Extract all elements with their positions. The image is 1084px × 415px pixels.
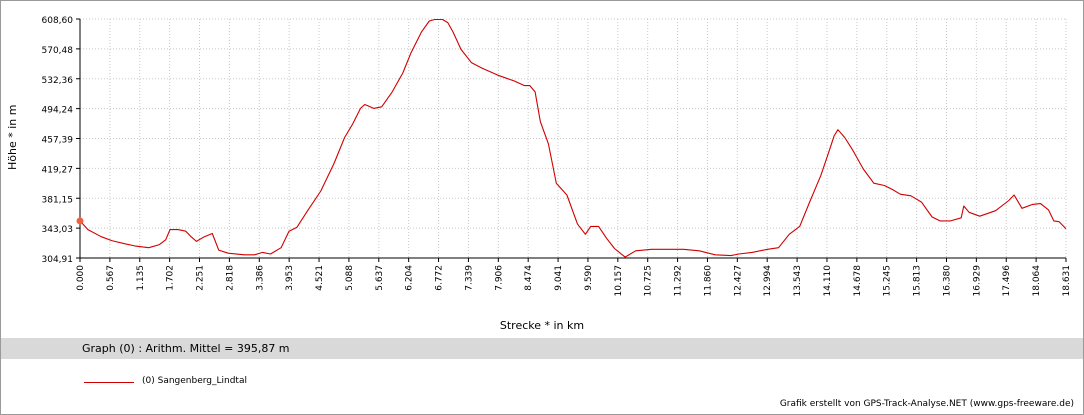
x-tick-label: 14.110 <box>823 265 833 297</box>
y-tick-label: 494,24 <box>42 106 74 116</box>
legend-entry-label: (0) Sangenberg_Lindtal <box>142 376 247 386</box>
x-tick-label: 6.772 <box>435 265 445 291</box>
y-tick-label: 381,15 <box>42 195 74 205</box>
x-tick-label: 9.590 <box>584 265 594 291</box>
x-tick-label: 18.064 <box>1032 265 1042 297</box>
x-tick-label: 2.818 <box>225 265 235 291</box>
x-axis-label: Strecke * in km <box>499 319 585 332</box>
x-tick-label: 16.929 <box>972 265 982 297</box>
x-tick-label: 11.292 <box>674 265 684 297</box>
x-tick-label: 14.678 <box>853 265 863 297</box>
x-tick-label: 11.860 <box>703 265 713 297</box>
x-tick-label: 0.000 <box>76 265 86 291</box>
mean-elevation-text: Graph (0) : Arithm. Mittel = 395,87 m <box>82 342 290 355</box>
start-marker <box>76 217 84 225</box>
x-tick-label: 3.953 <box>285 265 295 291</box>
series-line <box>79 18 1067 258</box>
x-tick-label: 10.725 <box>644 265 654 297</box>
x-tick-label: 10.157 <box>614 265 624 297</box>
legend-line-swatch <box>84 382 134 383</box>
x-tick-label: 16.380 <box>942 265 952 297</box>
credit-text: Grafik erstellt von GPS-Track-Analyse.NE… <box>779 399 1074 409</box>
x-tick-label: 1.135 <box>136 265 146 291</box>
x-tick-label: 9.041 <box>554 265 564 291</box>
y-axis-label: Höhe * in m <box>6 104 19 170</box>
y-tick-label: 570,48 <box>42 46 74 56</box>
x-tick-label: 17.496 <box>1002 265 1012 297</box>
x-tick-label: 8.474 <box>524 265 534 291</box>
y-tick-label: 608,60 <box>42 16 74 26</box>
x-tick-label: 15.245 <box>883 265 893 297</box>
x-tick-label: 5.088 <box>345 265 355 291</box>
x-tick-label: 0.567 <box>106 265 116 291</box>
x-tick-label: 1.702 <box>166 265 176 291</box>
x-tick-label: 12.994 <box>763 265 773 297</box>
y-tick-label: 419,27 <box>42 165 74 175</box>
statistics-bar: Graph (0) : Arithm. Mittel = 395,87 m <box>0 338 1084 359</box>
y-tick-label: 532,36 <box>42 76 74 86</box>
x-tick-label: 18.631 <box>1062 265 1072 297</box>
x-tick-label: 3.386 <box>255 265 265 291</box>
x-tick-label: 2.251 <box>196 265 206 291</box>
x-tick-label: 15.813 <box>913 265 923 297</box>
x-tick-label: 6.204 <box>405 265 415 291</box>
y-tick-label: 457,39 <box>42 136 74 146</box>
x-tick-label: 12.427 <box>733 265 743 297</box>
y-tick-label: 343,03 <box>42 225 74 235</box>
x-tick-label: 5.637 <box>375 265 385 291</box>
x-tick-label: 7.906 <box>494 265 504 291</box>
y-tick-label: 304,91 <box>42 255 74 265</box>
x-tick-label: 7.339 <box>464 265 474 291</box>
x-tick-label: 13.543 <box>793 265 803 297</box>
x-tick-label: 4.521 <box>315 265 325 291</box>
elevation-chart: 304,91 343,03 381,15 419,27 457,39 494,24 532,… <box>42 16 1073 297</box>
